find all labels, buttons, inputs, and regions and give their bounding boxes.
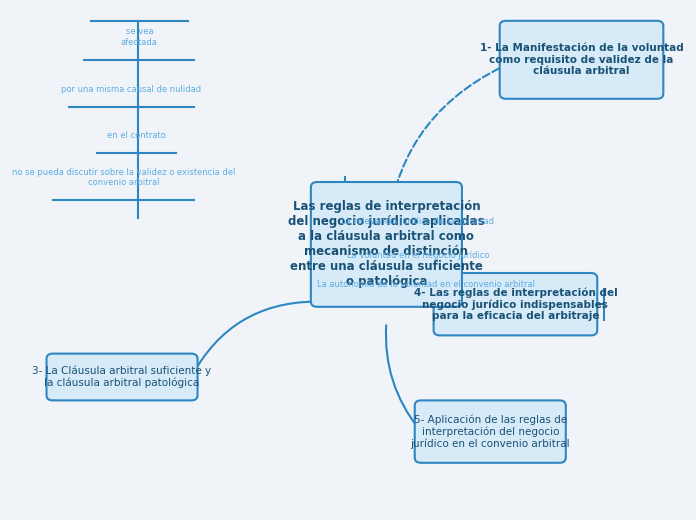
Text: Las reglas de interpretación
del negocio jurídico aplicadas
a la cláusula arbitr: Las reglas de interpretación del negocio… [288,200,485,289]
Text: no se pueda discutir sobre la validez o existencia del
convenio arbitral: no se pueda discutir sobre la validez o … [12,168,235,187]
Text: se vea
afectada: se vea afectada [121,28,158,47]
FancyBboxPatch shape [47,354,198,400]
FancyBboxPatch shape [500,21,663,99]
Text: 1- La Manifestación de la voluntad
como requisito de validez de la
cláusula arbi: 1- La Manifestación de la voluntad como … [480,43,683,76]
Text: La autonomía de la voluntad en el convenio arbitral: La autonomía de la voluntad en el conven… [317,280,535,289]
FancyBboxPatch shape [415,400,566,463]
Text: 3- La Cláusula arbitral suficiente y
la cláusula arbitral patológica: 3- La Cláusula arbitral suficiente y la … [33,366,212,388]
Text: La voluntad en el negocio jurídico: La voluntad en el negocio jurídico [347,251,489,260]
Text: en el contrato: en el contrato [106,132,166,140]
Text: 5- Aplicación de las reglas de
interpretación del negocio
jurídico en el conveni: 5- Aplicación de las reglas de interpret… [411,414,570,449]
Text: por una misma causal de nulidad: por una misma causal de nulidad [61,85,202,94]
Text: 4- Las reglas de interpretación del
negocio jurídico indispensables
para la efic: 4- Las reglas de interpretación del nego… [413,287,617,321]
Text: La relevancia jurídica de la voluntad: La relevancia jurídica de la voluntad [341,217,494,226]
FancyBboxPatch shape [311,182,462,307]
FancyBboxPatch shape [434,273,597,335]
